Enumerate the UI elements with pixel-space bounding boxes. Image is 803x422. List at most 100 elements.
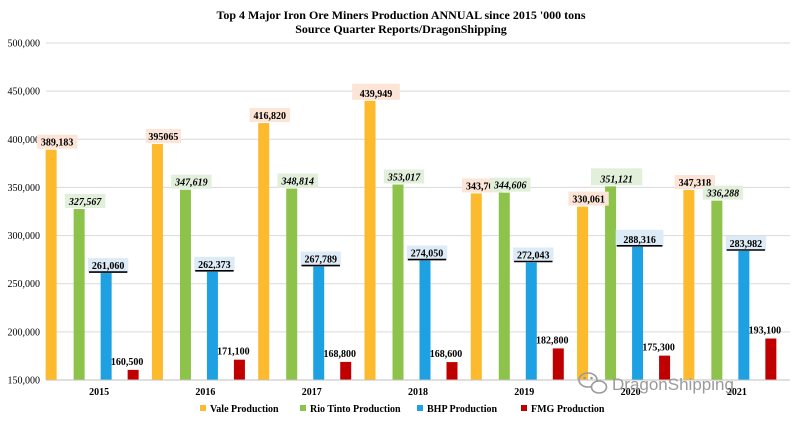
data-labels: 389,183 395065 416,820 439,949 343,768 330,06… xyxy=(36,83,782,368)
bars xyxy=(45,100,777,381)
x-tick-label: 2015 xyxy=(89,387,109,398)
bar xyxy=(470,193,482,380)
data-label: 283,982 xyxy=(730,239,763,250)
bar xyxy=(127,369,139,380)
data-label-bg xyxy=(674,175,716,190)
data-label: 395065 xyxy=(148,132,178,143)
bar xyxy=(233,359,245,380)
wechat-icon xyxy=(578,372,608,394)
data-label: 336,288 xyxy=(706,189,740,200)
data-label: 416,820 xyxy=(253,111,286,122)
y-tick-label: 400,000 xyxy=(8,135,41,146)
legend-swatch xyxy=(521,405,527,411)
x-tick-label: 2016 xyxy=(195,387,215,398)
data-label-bg xyxy=(568,191,609,206)
bar xyxy=(605,186,617,380)
data-label: 389,183 xyxy=(41,138,74,149)
bar xyxy=(392,184,404,380)
bar xyxy=(179,189,191,380)
data-label-bg xyxy=(36,134,78,149)
data-label-bg xyxy=(513,247,554,262)
bar xyxy=(313,266,325,380)
y-tick-label: 300,000 xyxy=(8,231,41,242)
bar xyxy=(738,250,750,380)
bar xyxy=(683,190,695,380)
data-label: 193,100 xyxy=(749,326,782,337)
data-label-bg xyxy=(300,251,341,266)
data-label-bg xyxy=(590,168,643,186)
data-label-bg xyxy=(615,229,664,246)
bar xyxy=(419,260,431,380)
legend-label: BHP Production xyxy=(427,404,498,415)
data-label-bg xyxy=(490,177,531,192)
y-tick-label: 150,000 xyxy=(8,376,41,387)
y-tick-label: 500,000 xyxy=(8,39,41,50)
data-label: 344,606 xyxy=(493,181,527,192)
data-label: 348,814 xyxy=(280,177,314,188)
bar xyxy=(206,271,218,380)
bar xyxy=(151,144,163,380)
y-tick-label: 350,000 xyxy=(8,183,41,194)
x-tick-label: 2018 xyxy=(408,387,428,398)
bar xyxy=(659,355,671,380)
data-label-bg xyxy=(249,108,290,123)
legend-swatch xyxy=(300,405,306,411)
bar xyxy=(577,206,589,380)
watermark-text: DragonShipping xyxy=(612,375,734,394)
bar xyxy=(286,188,298,380)
data-label-bg xyxy=(702,185,744,200)
legend-swatch xyxy=(200,405,206,411)
x-axis: 2015 2016 2017 2018 2019 2020 2021 xyxy=(46,379,790,398)
legend-swatch xyxy=(417,405,423,411)
data-label: 274,050 xyxy=(411,249,444,260)
bar xyxy=(498,192,510,380)
chart-subtitle: Source Quarter Reports/DragonShipping xyxy=(295,22,507,36)
data-label: 330,061 xyxy=(572,195,605,206)
y-tick-label: 250,000 xyxy=(8,279,41,290)
data-label: 262,373 xyxy=(198,260,231,271)
data-label: 182,800 xyxy=(536,335,569,346)
bar xyxy=(446,362,458,380)
data-label-bg xyxy=(277,173,318,188)
data-label: 343,768 xyxy=(466,181,499,192)
data-label-bg xyxy=(406,245,448,260)
data-label: 168,800 xyxy=(323,349,356,360)
data-label-bg xyxy=(194,256,235,271)
data-label-bg xyxy=(725,235,767,250)
y-axis: 150,000 200,000 250,000 300,000 350,000 400,0… xyxy=(8,39,41,387)
bar xyxy=(73,209,85,380)
data-label: 168,600 xyxy=(430,349,463,360)
bar xyxy=(765,338,777,380)
x-tick-label: 2021 xyxy=(727,387,747,398)
data-label-bg xyxy=(145,129,182,144)
x-tick-label: 2020 xyxy=(621,387,641,398)
watermark: DragonShipping xyxy=(578,372,734,394)
data-label-bg xyxy=(171,174,212,189)
data-label: 175,300 xyxy=(642,343,675,354)
bar xyxy=(340,361,352,380)
y-tick-label: 450,000 xyxy=(8,87,41,98)
bar xyxy=(364,100,376,381)
data-label-bg xyxy=(352,83,400,100)
y-tick-label: 200,000 xyxy=(8,327,41,338)
data-label: 171,100 xyxy=(217,347,250,358)
legend-label: FMG Production xyxy=(531,404,605,415)
legend: Vale Production Rio Tinto Production BHP P… xyxy=(200,404,605,415)
data-label: 267,789 xyxy=(304,255,337,266)
data-label: 347,318 xyxy=(679,178,712,189)
data-label-bg xyxy=(87,258,129,273)
legend-label: Rio Tinto Production xyxy=(310,404,401,415)
data-label: 351,121 xyxy=(599,174,633,185)
data-label: 288,316 xyxy=(623,235,656,246)
legend-label: Vale Production xyxy=(210,404,279,415)
bar xyxy=(45,149,57,380)
data-label: 272,043 xyxy=(517,250,550,261)
x-tick-label: 2017 xyxy=(302,387,322,398)
chart-title: Top 4 Major Iron Ore Miners Production A… xyxy=(216,8,585,22)
data-label: 347,619 xyxy=(174,178,208,189)
data-label-bg xyxy=(64,194,106,209)
bar xyxy=(632,246,644,380)
bar xyxy=(711,200,723,380)
